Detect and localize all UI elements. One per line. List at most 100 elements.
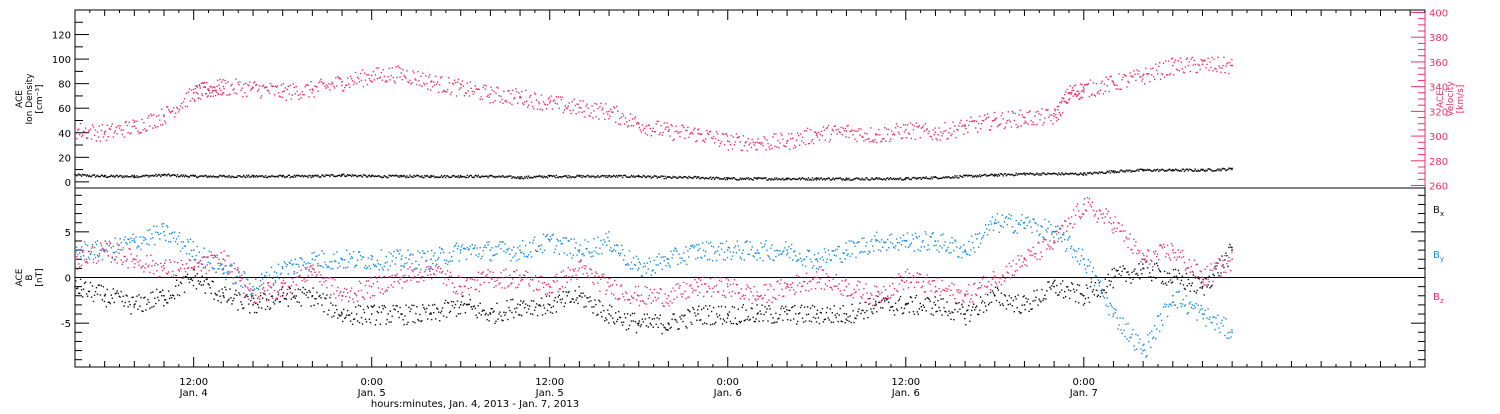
by-point	[181, 241, 182, 242]
by-point	[1088, 259, 1089, 260]
by-point	[704, 255, 705, 256]
density-point	[440, 176, 441, 177]
bx-point	[748, 316, 749, 317]
velocity-point	[209, 90, 210, 91]
velocity-point	[1111, 76, 1112, 77]
bx-point	[488, 320, 489, 321]
by-marker	[430, 258, 432, 260]
bx-point	[894, 314, 895, 315]
by-point	[500, 248, 501, 249]
by-point	[1151, 331, 1152, 332]
velocity-point	[462, 80, 463, 81]
by-point	[1046, 231, 1047, 232]
by-point	[648, 268, 649, 269]
by-point	[742, 253, 743, 254]
bx-point	[500, 315, 501, 316]
bx-point	[635, 321, 636, 322]
density-point	[525, 177, 526, 178]
bx-point	[502, 320, 503, 321]
velocity-point	[459, 89, 460, 90]
by-point	[1139, 339, 1140, 340]
bx-point	[1134, 269, 1135, 270]
bx-point	[515, 311, 516, 312]
by-point	[248, 289, 249, 290]
velocity-point	[1055, 110, 1056, 111]
velocity-point	[539, 103, 540, 104]
velocity-point	[701, 133, 702, 134]
by-point	[537, 251, 538, 252]
by-point	[619, 255, 620, 256]
velocity-point	[937, 134, 938, 135]
by-point	[574, 238, 575, 239]
by-point	[1213, 317, 1214, 318]
by-point	[667, 263, 668, 264]
bx-point	[364, 312, 365, 313]
velocity-point	[1066, 101, 1067, 102]
density-point	[1217, 168, 1218, 169]
bx-point	[111, 295, 112, 296]
velocity-point	[126, 125, 127, 126]
by-point	[865, 245, 866, 246]
by-point	[987, 234, 988, 235]
velocity-point	[347, 77, 348, 78]
velocity-point	[144, 128, 145, 129]
bx-marker	[757, 313, 759, 315]
by-point	[744, 259, 745, 260]
by-point	[174, 232, 175, 233]
velocity-point	[320, 79, 321, 80]
bx-point	[96, 287, 97, 288]
by-point	[612, 251, 613, 252]
velocity-point	[352, 80, 353, 81]
by-point	[223, 272, 224, 273]
bx-point	[645, 318, 646, 319]
velocity-point	[416, 84, 417, 85]
bx-point	[100, 294, 101, 295]
by-point	[84, 241, 85, 242]
by-point	[396, 249, 397, 250]
velocity-point	[468, 90, 469, 91]
top-right-tick-label: 360	[1429, 58, 1448, 69]
density-point	[860, 179, 861, 180]
by-point	[1047, 228, 1048, 229]
velocity-point	[152, 127, 153, 128]
density-point	[176, 176, 177, 177]
by-point	[278, 264, 279, 265]
bx-point	[1202, 288, 1203, 289]
velocity-point	[1008, 111, 1009, 112]
bx-point	[1088, 297, 1089, 298]
by-point	[595, 247, 596, 248]
velocity-marker	[1172, 65, 1174, 67]
velocity-point	[910, 122, 911, 123]
velocity-point	[1049, 114, 1050, 115]
velocity-point	[540, 109, 541, 110]
by-point	[535, 250, 536, 251]
by-point	[276, 272, 277, 273]
velocity-point	[506, 101, 507, 102]
density-point	[931, 177, 932, 178]
by-point	[459, 260, 460, 261]
by-point	[143, 240, 144, 241]
velocity-point	[312, 90, 313, 91]
velocity-point	[435, 76, 436, 77]
bx-point	[174, 298, 175, 299]
velocity-point	[1051, 114, 1052, 115]
velocity-point	[278, 92, 279, 93]
density-marker	[1202, 169, 1204, 171]
velocity-point	[853, 130, 854, 131]
by-point	[307, 262, 308, 263]
by-point	[951, 237, 952, 238]
density-marker	[341, 174, 343, 176]
bx-point	[529, 306, 530, 307]
by-point	[330, 268, 331, 269]
velocity-point	[336, 85, 337, 86]
by-point	[1202, 308, 1203, 309]
bx-point	[857, 311, 858, 312]
density-point	[346, 175, 347, 176]
bx-point	[227, 300, 228, 301]
by-point	[762, 260, 763, 261]
velocity-point	[479, 89, 480, 90]
bx-point	[423, 307, 424, 308]
bx-point	[201, 284, 202, 285]
by-point	[701, 257, 702, 258]
density-point	[1032, 173, 1033, 174]
